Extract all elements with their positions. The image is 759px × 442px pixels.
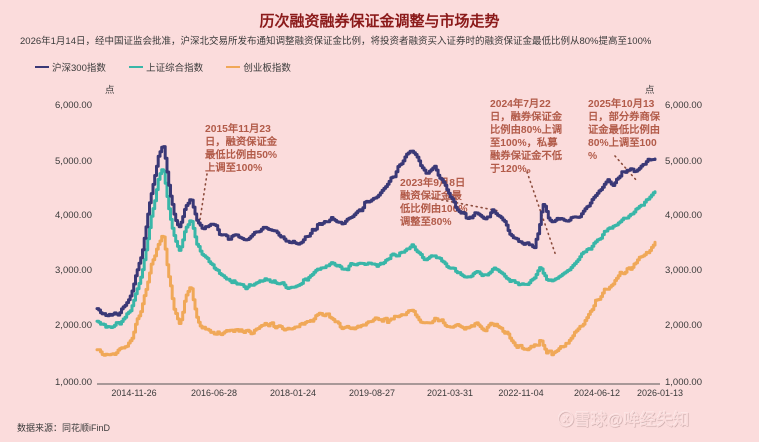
svg-text:%: % — [588, 151, 597, 162]
svg-text:最低比例由50%: 最低比例由50% — [205, 148, 277, 161]
svg-text:日，融资保证金: 日，融资保证金 — [205, 135, 278, 148]
svg-text:2015年11月23: 2015年11月23 — [205, 122, 271, 135]
svg-text:6,000.00: 6,000.00 — [55, 100, 92, 111]
svg-text:2026-01-13: 2026-01-13 — [637, 388, 683, 398]
svg-text:2023年9月8日: 2023年9月8日 — [400, 176, 465, 189]
svg-text:调整至80%: 调整至80% — [400, 215, 452, 228]
svg-text:4,000.00: 4,000.00 — [665, 210, 702, 221]
svg-text:2024-06-12: 2024-06-12 — [574, 388, 620, 398]
svg-text:2021-03-31: 2021-03-31 — [427, 388, 473, 398]
svg-text:日，融券保证金: 日，融券保证金 — [490, 110, 563, 123]
svg-text:2019-08-27: 2019-08-27 — [349, 388, 395, 398]
svg-text:2,000.00: 2,000.00 — [665, 320, 702, 331]
svg-text:3,000.00: 3,000.00 — [665, 265, 702, 276]
svg-text:融券保证金不低: 融券保证金不低 — [490, 149, 563, 162]
svg-text:3,000.00: 3,000.00 — [55, 265, 92, 276]
svg-text:4,000.00: 4,000.00 — [55, 210, 92, 221]
svg-text:80%上调至100: 80%上调至100 — [588, 136, 657, 149]
svg-text:日，部分券商保: 日，部分券商保 — [588, 110, 661, 123]
svg-text:2024年7月22: 2024年7月22 — [490, 97, 551, 110]
svg-text:2,000.00: 2,000.00 — [55, 320, 92, 331]
svg-text:2018-01-24: 2018-01-24 — [270, 388, 316, 398]
svg-text:点: 点 — [645, 85, 655, 96]
svg-text:5,000.00: 5,000.00 — [665, 156, 702, 167]
svg-text:证金最低比例由: 证金最低比例由 — [588, 123, 660, 136]
svg-text:比例由80%上调: 比例由80%上调 — [490, 123, 562, 136]
svg-text:6,000.00: 6,000.00 — [665, 100, 702, 111]
svg-text:1,000.00: 1,000.00 — [665, 377, 702, 388]
svg-text:于120%。: 于120%。 — [490, 163, 537, 175]
svg-text:至100%，私募: 至100%，私募 — [490, 136, 558, 149]
svg-text:2014-11-26: 2014-11-26 — [111, 388, 156, 398]
svg-text:2022-11-04: 2022-11-04 — [498, 388, 543, 398]
svg-text:上调至100%: 上调至100% — [205, 161, 262, 174]
svg-text:1,000.00: 1,000.00 — [55, 377, 92, 388]
svg-text:5,000.00: 5,000.00 — [55, 156, 92, 167]
svg-text:点: 点 — [105, 85, 115, 96]
svg-text:2016-06-28: 2016-06-28 — [191, 388, 237, 398]
svg-text:2025年10月13: 2025年10月13 — [588, 97, 655, 110]
